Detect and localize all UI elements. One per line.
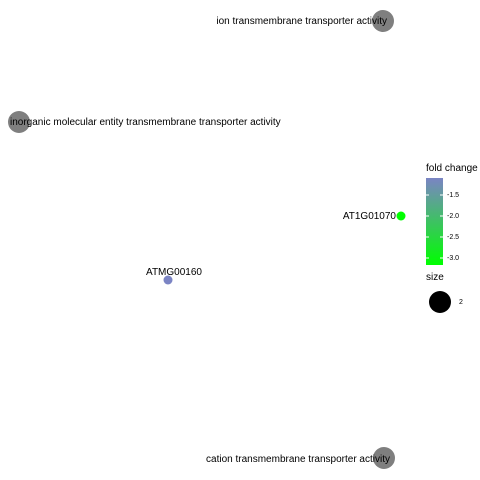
category-node-label: ion transmembrane transporter activity [216, 16, 387, 27]
category-node-label: cation transmembrane transporter activit… [206, 454, 390, 465]
size-legend-value: 2 [459, 299, 463, 306]
category-node-circle [8, 111, 30, 133]
size-legend-circle [429, 291, 451, 313]
node-ion-transport: ion transmembrane transporter activity [216, 10, 394, 32]
gene-node-label: ATMG00160 [146, 267, 202, 278]
gene-node-circle [163, 275, 173, 285]
size-legend: size 2 [426, 272, 463, 313]
fold-change-legend-title: fold change [426, 163, 478, 174]
colorbar-tick-marks [426, 194, 443, 259]
colorbar-tick-label: -1.5 [447, 192, 459, 199]
colorbar-tick-label: -3.0 [447, 255, 459, 262]
gene-node-circle [396, 211, 406, 221]
node-atmg00160: ATMG00160 [146, 267, 202, 285]
category-node-label: inorganic molecular entity transmembrane… [10, 117, 281, 128]
colorbar-tick-label: -2.5 [447, 234, 459, 241]
fold-change-legend: fold change -1.5 -2.0 -2.5 -3.0 [426, 163, 478, 265]
fold-change-colorbar [426, 178, 443, 265]
node-cation-transport: cation transmembrane transporter activit… [206, 447, 395, 469]
node-at1g01070: AT1G01070 [343, 211, 406, 222]
category-node-circle [373, 447, 395, 469]
colorbar-tick-label: -2.0 [447, 213, 459, 220]
size-legend-title: size [426, 272, 444, 283]
category-node-circle [372, 10, 394, 32]
gene-node-label: AT1G01070 [343, 211, 397, 222]
node-inorganic-transport: inorganic molecular entity transmembrane… [8, 111, 281, 133]
